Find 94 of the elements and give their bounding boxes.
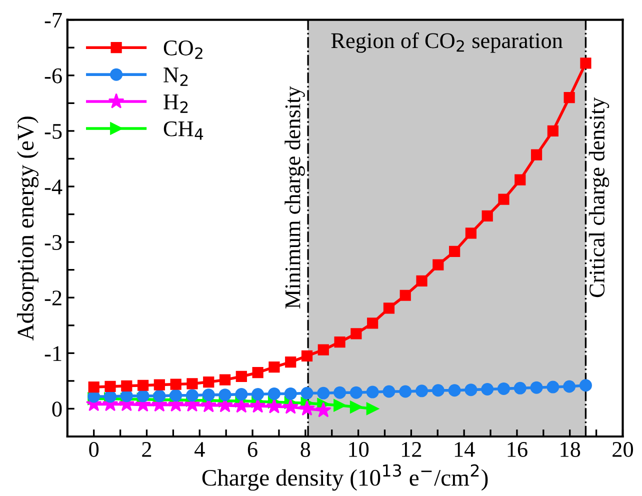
point [350, 400, 362, 414]
y-tick-label: -7 [44, 13, 62, 28]
point [366, 386, 379, 398]
point [482, 210, 493, 222]
point [350, 386, 362, 399]
point [154, 379, 165, 390]
legend-label: N$_{2}$ [164, 68, 188, 86]
point [464, 384, 478, 396]
point [284, 387, 297, 400]
point [530, 381, 543, 394]
point [514, 382, 526, 394]
point [399, 385, 412, 398]
point [547, 125, 558, 136]
point [497, 382, 510, 395]
point [383, 302, 395, 314]
band-label: Region of CO$_{2}$ separation [331, 32, 563, 53]
point [563, 380, 576, 393]
point [121, 380, 132, 392]
y-tick-label: -1 [44, 346, 62, 361]
point [266, 398, 282, 414]
point [88, 381, 100, 393]
x-tick-label: 20 [612, 442, 634, 457]
point [153, 390, 166, 402]
point [481, 383, 494, 396]
point [579, 379, 592, 392]
x-tick-label: 12 [402, 442, 422, 457]
legend-label: CH$_{4}$ [164, 121, 204, 140]
point [235, 388, 248, 401]
point [546, 380, 560, 394]
point [268, 361, 280, 373]
x-tick-label: 8 [300, 442, 310, 457]
point [564, 92, 575, 104]
x-tick-label: 10 [349, 442, 369, 457]
point [334, 386, 346, 399]
point [318, 344, 329, 356]
point [432, 259, 444, 270]
x-tick-label: 0 [89, 442, 99, 457]
point [448, 384, 461, 397]
point [300, 386, 314, 400]
point [465, 228, 477, 239]
point [299, 400, 315, 416]
ref-line-label: Minimum charge density [284, 86, 305, 308]
y-tick-label: -5 [44, 124, 62, 139]
point [252, 367, 264, 378]
y-tick-label: -2 [44, 290, 62, 306]
point [514, 174, 526, 186]
y-axis-title: Adsorption energy (eV) [17, 116, 38, 340]
point [136, 390, 150, 402]
x-tick-label: 14 [454, 442, 475, 457]
point [400, 290, 411, 301]
point [317, 386, 330, 400]
point [170, 378, 182, 390]
x-axis-title: Charge density (10$^{13}$ e$^{−}$/cm$^{2}$) [202, 464, 488, 491]
point [137, 380, 149, 391]
point [367, 318, 378, 329]
legend-label: H$_{2}$ [164, 94, 188, 113]
point [498, 194, 510, 205]
y-tick-label: -3 [44, 235, 62, 250]
x-tick-label: 4 [194, 442, 205, 457]
point [432, 384, 444, 397]
point [218, 388, 232, 402]
point [186, 378, 198, 390]
y-tick-label: 0 [52, 402, 62, 417]
point [202, 388, 215, 402]
legend-label: CO$_{2}$ [164, 40, 202, 59]
point [366, 402, 379, 415]
point [170, 389, 182, 402]
point [282, 398, 299, 414]
point [252, 388, 264, 401]
point [416, 384, 428, 398]
point [416, 275, 428, 286]
point [203, 376, 214, 388]
x-tick-label: 16 [508, 442, 528, 457]
x-tick-label: 18 [560, 442, 580, 457]
point [350, 328, 362, 340]
point [334, 399, 346, 412]
x-tick-label: 6 [248, 442, 258, 457]
point [382, 385, 396, 398]
point [219, 374, 231, 386]
point [530, 149, 542, 160]
ref-line-label: Critical charge density [588, 97, 610, 298]
point [285, 356, 296, 368]
point [315, 402, 332, 418]
point [236, 370, 247, 382]
point [334, 336, 346, 348]
point [186, 389, 198, 402]
point [104, 380, 116, 392]
point [449, 246, 460, 258]
y-tick-label: -6 [44, 68, 62, 84]
point [268, 387, 280, 400]
point [301, 350, 313, 362]
y-tick-label: -4 [44, 180, 62, 194]
x-tick-label: 2 [142, 442, 152, 457]
point [580, 58, 592, 69]
